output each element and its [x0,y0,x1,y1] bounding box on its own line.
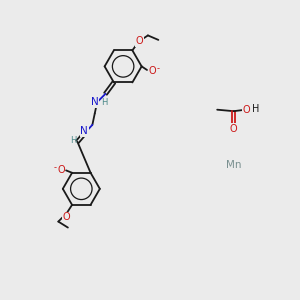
Text: O: O [242,105,250,115]
Text: O: O [230,124,237,134]
Text: N: N [80,126,88,136]
Text: H: H [70,136,76,145]
Text: N: N [91,97,99,107]
Text: -: - [156,64,159,73]
Text: H: H [101,98,107,107]
Text: O: O [148,67,156,76]
Text: Mn: Mn [226,160,242,170]
Text: H: H [251,104,259,114]
Text: O: O [57,165,65,176]
Text: -: - [54,163,57,172]
Text: O: O [135,36,143,46]
Text: O: O [63,212,70,222]
